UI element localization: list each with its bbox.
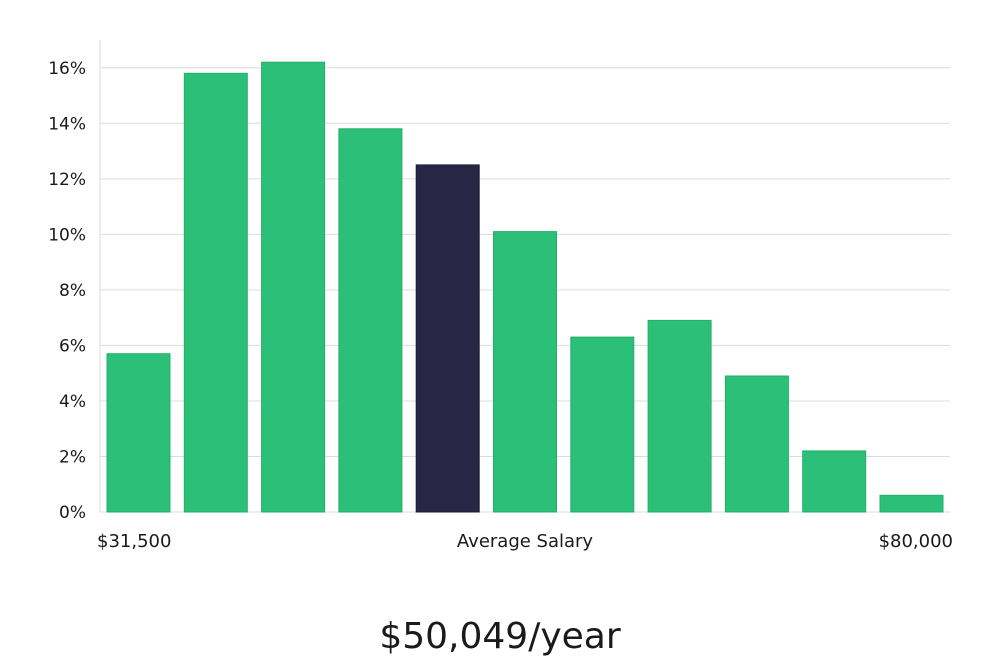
bar-average-salary [415,164,480,513]
y-tick-label: 0% [59,503,86,523]
bar [261,61,326,513]
bar [647,319,712,513]
y-tick-label: 2% [59,447,86,467]
x-axis-max-label: $80,000 [879,531,953,552]
bar [338,128,403,513]
y-tick-label: 6% [59,336,86,356]
bar [802,450,867,513]
y-tick-label: 12% [48,170,86,190]
bar [724,375,789,513]
y-axis-ticks: 0% 2% 4% 6% 8% 10% 12% 14% 16% [48,59,86,523]
bars [106,61,944,513]
average-salary-value: $50,049/year [379,616,621,657]
y-tick-label: 8% [59,281,86,301]
x-axis-min-label: $31,500 [97,531,171,552]
y-tick-label: 16% [48,59,86,79]
bar [106,353,171,513]
bar [879,494,944,513]
bar [570,336,635,513]
bar [493,231,557,513]
y-tick-label: 14% [48,114,86,134]
x-axis-center-label: Average Salary [457,531,594,552]
bar [183,72,248,513]
y-tick-label: 4% [59,392,86,412]
y-tick-label: 10% [48,225,86,245]
